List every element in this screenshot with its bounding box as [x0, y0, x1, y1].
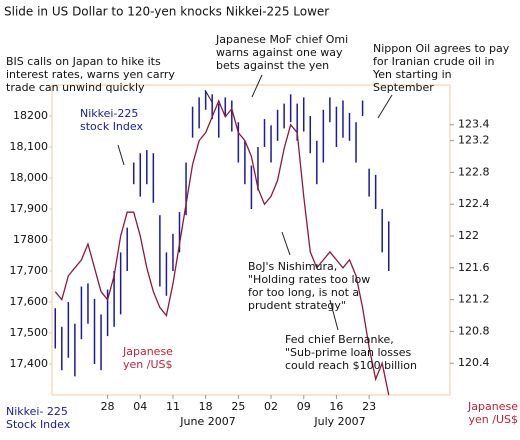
x-tick-label: 09: [297, 400, 311, 413]
y-tick-label: 17,400: [10, 357, 49, 370]
x-tick-label: 11: [166, 400, 180, 413]
y2-tick-label: 120.4: [458, 356, 490, 369]
yen-line: [54, 99, 390, 396]
pointer: [117, 144, 125, 166]
y2-tick-label: 122.8: [458, 165, 490, 178]
y2-axis-label: Japanese yen /US$: [468, 400, 518, 426]
x-tick-label: 28: [101, 400, 115, 413]
annotation: BoJ's Nishimura, "Holding rates too low …: [248, 260, 371, 312]
y2-tick-label: 121.6: [458, 261, 490, 274]
y-tick-label: 18,100: [10, 140, 49, 153]
x-tick-label: 16: [329, 400, 343, 413]
y2-tick-label: 123.2: [458, 134, 490, 147]
y2-tick-label: 121.2: [458, 293, 490, 306]
x-tick-label: 18: [199, 400, 213, 413]
month-label: June 2007: [179, 415, 235, 428]
series-label: Nikkei-225 stock Index: [80, 107, 143, 133]
y2-tick-label: 122: [458, 229, 479, 242]
x-tick-label: 23: [362, 400, 376, 413]
annotation: Japanese MoF chief Omi warns against one…: [216, 33, 349, 72]
y2-tick-label: 120.8: [458, 324, 490, 337]
y-tick-label: 18200: [13, 109, 48, 122]
pointer: [329, 299, 339, 331]
month-label: July 2007: [313, 415, 365, 428]
y2-tick-label: 123.4: [458, 118, 490, 131]
pointer: [251, 74, 263, 98]
y-tick-label: 17800: [13, 233, 48, 246]
pointer: [281, 231, 291, 256]
annotation: Nippon Oil agrees to pay for Iranian cru…: [373, 42, 510, 94]
chart-title: Slide in US Dollar to 120-yen knocks Nik…: [4, 5, 329, 19]
annotation: BIS calls on Japan to hike its interest …: [6, 55, 175, 94]
x-tick-label: 02: [264, 400, 278, 413]
y-tick-label: 17,600: [10, 295, 49, 308]
pointers: [117, 74, 393, 331]
y-tick-label: 17,500: [10, 326, 49, 339]
x-tick-label: 04: [133, 400, 147, 413]
pointer: [377, 94, 393, 119]
annotation: Fed chief Bernanke, "Sub-prime loan loss…: [285, 333, 417, 372]
x-tick-label: 25: [231, 400, 245, 413]
y-axis-label: Nikkei- 225 Stock Index: [6, 405, 71, 431]
y2-tick-label: 122.4: [458, 197, 490, 210]
series-label: Japanese yen /US$: [123, 345, 173, 371]
y-tick-label: 17,900: [10, 202, 49, 215]
y-tick-label: 17,700: [10, 264, 49, 277]
y-tick-label: 18,000: [10, 171, 49, 184]
